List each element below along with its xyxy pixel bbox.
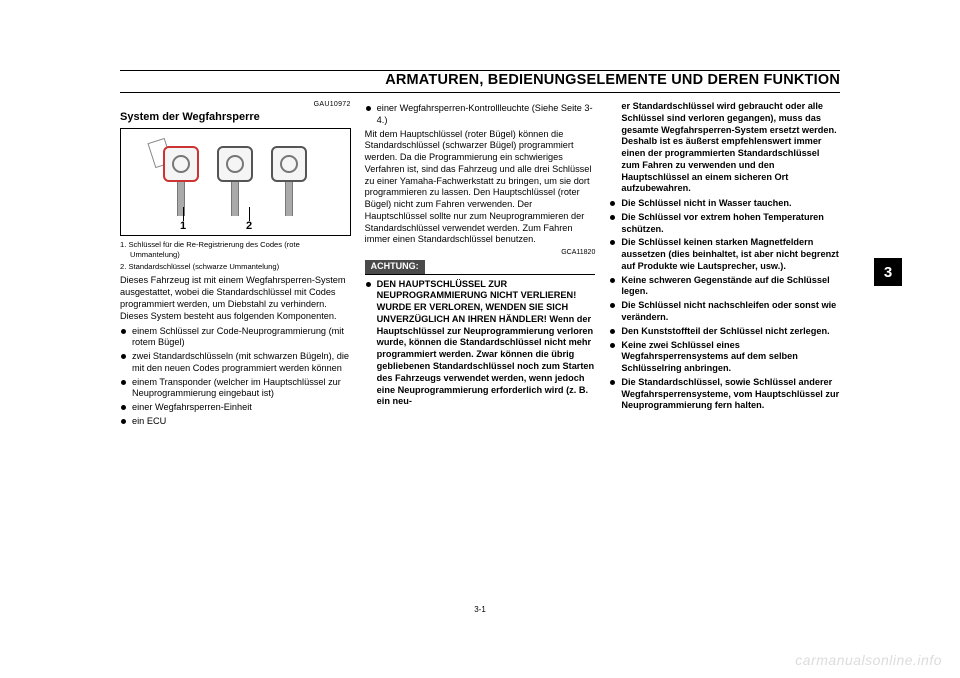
achtung-label: ACHTUNG: — [365, 260, 425, 274]
achtung-list: DEN HAUPTSCHLÜSSEL ZUR NEUPROGRAMMIERUNG… — [365, 279, 596, 408]
list-item: Die Schlüssel nicht nachschleifen oder s… — [609, 300, 840, 324]
rule-bottom — [120, 92, 840, 93]
chapter-title: ARMATUREN, BEDIENUNGSELEMENTE UND DEREN … — [120, 71, 840, 90]
achtung-heading: ACHTUNG: — [365, 260, 596, 275]
column-3: er Standardschlüssel wird gebraucht oder… — [609, 101, 840, 596]
figure-keys: 1 2 — [120, 128, 351, 236]
list-item: Keine zwei Schlüssel eines Wegfahrsperre… — [609, 340, 840, 375]
list-item: Keine schweren Gegenstände auf die Schlü… — [609, 275, 840, 299]
figure-caption-2: 2. Standardschlüssel (schwarze Ummantelu… — [120, 262, 351, 271]
list-item: Die Standardschlüssel, sowie Schlüssel a… — [609, 377, 840, 412]
list-item: einer Wegfahrsperren-Einheit — [120, 402, 351, 414]
page-number: 3-1 — [474, 605, 486, 614]
component-list-cont: einer Wegfahrsperren-Kontrollleuchte (Si… — [365, 103, 596, 127]
list-item: zwei Standardschlüsseln (mit schwarzen B… — [120, 351, 351, 375]
section-title: System der Wegfahrsperre — [120, 110, 351, 124]
page-content: ARMATUREN, BEDIENUNGSELEMENTE UND DEREN … — [120, 70, 840, 620]
list-item: DEN HAUPTSCHLÜSSEL ZUR NEUPROGRAMMIERUNG… — [365, 279, 596, 408]
column-1: GAU10972 System der Wegfahrsperre 1 2 1.… — [120, 101, 351, 596]
list-item: Die Schlüssel vor extrem hohen Temperatu… — [609, 212, 840, 236]
list-item: Die Schlüssel keinen starken Magnetfelde… — [609, 237, 840, 272]
key-illustration-main — [159, 146, 203, 218]
list-item: einem Schlüssel zur Code-Neuprogrammieru… — [120, 326, 351, 350]
list-item: Die Schlüssel nicht in Wasser tauchen. — [609, 198, 840, 210]
figure-callout-1: 1 — [180, 219, 186, 233]
key-illustration-std-2 — [267, 146, 311, 218]
list-item: ein ECU — [120, 416, 351, 428]
body-paragraph: Dieses Fahrzeug ist mit einem Wegfahrspe… — [120, 275, 351, 322]
key-illustration-std-1 — [213, 146, 257, 218]
list-item: einem Transponder (welcher im Hauptschlü… — [120, 377, 351, 401]
watermark: carmanualsonline.info — [795, 652, 942, 668]
ref-code: GAU10972 — [120, 101, 351, 110]
body-paragraph: Mit dem Hauptschlüssel (roter Bügel) kön… — [365, 129, 596, 247]
list-item: einer Wegfahrsperren-Kontrollleuchte (Si… — [365, 103, 596, 127]
component-list: einem Schlüssel zur Code-Neuprogrammieru… — [120, 326, 351, 428]
chapter-tab: 3 — [874, 258, 902, 286]
ref-code: GCA11820 — [365, 249, 596, 258]
figure-caption-1: 1. Schlüssel für die Re-Registrierung de… — [120, 240, 351, 259]
list-item: Den Kunststoffteil der Schlüssel nicht z… — [609, 326, 840, 338]
achtung-list-cont: Die Schlüssel nicht in Wasser tauchen. D… — [609, 198, 840, 412]
figure-callout-2: 2 — [246, 219, 252, 233]
column-2: einer Wegfahrsperren-Kontrollleuchte (Si… — [365, 101, 596, 596]
chapter-tab-number: 3 — [884, 264, 892, 281]
columns: GAU10972 System der Wegfahrsperre 1 2 1.… — [120, 101, 840, 596]
achtung-continuation: er Standardschlüssel wird gebraucht oder… — [609, 101, 840, 195]
